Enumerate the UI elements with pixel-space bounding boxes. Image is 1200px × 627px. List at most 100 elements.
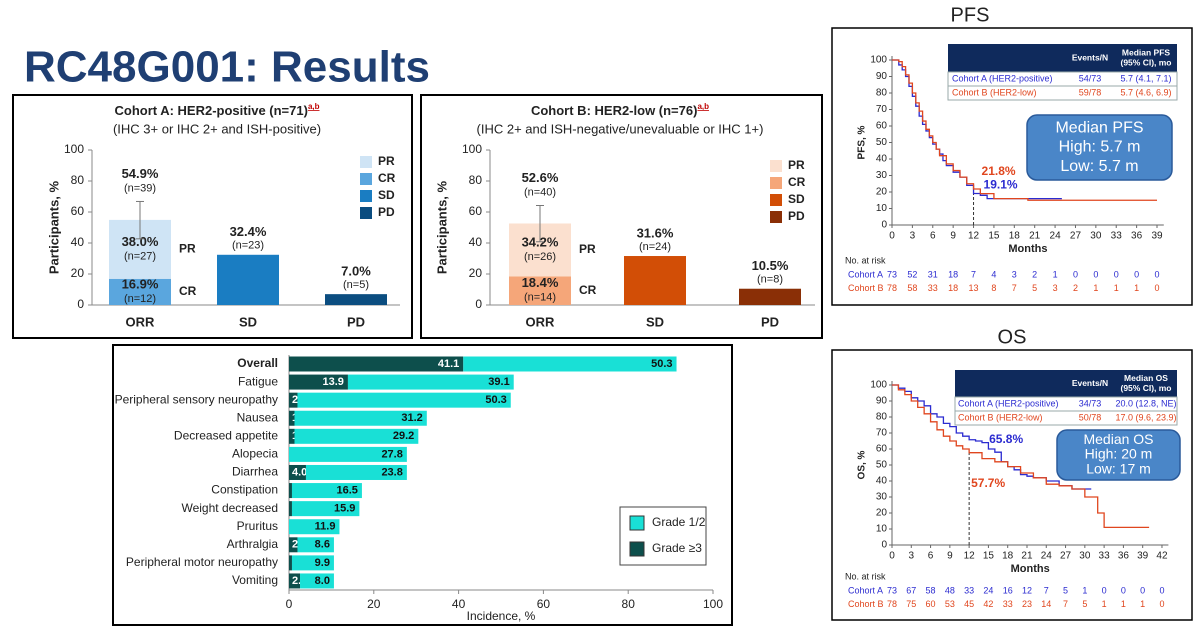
x-tick-label: 30 xyxy=(1079,551,1091,562)
table-cell: 5.7 (4.6, 6.9) xyxy=(1120,87,1171,97)
bar-segment xyxy=(289,374,348,390)
bar-segment xyxy=(305,464,407,480)
at-risk-count: 33 xyxy=(928,283,938,293)
at-risk-count: 23 xyxy=(1022,599,1032,609)
at-risk-count: 4 xyxy=(991,269,996,279)
at-risk-count: 7 xyxy=(1063,599,1068,609)
chart-title: Cohort A: HER2-positive (n=71)a,b xyxy=(114,102,319,118)
data-label: 50.3 xyxy=(651,358,672,370)
table-row xyxy=(954,410,1178,426)
at-risk-count: 0 xyxy=(1159,599,1164,609)
category-label: Constipation xyxy=(211,483,278,497)
at-risk-count: 1 xyxy=(1053,269,1058,279)
at-risk-count: 3 xyxy=(1053,283,1058,293)
x-tick-label: 18 xyxy=(1009,231,1021,242)
legend-swatch xyxy=(770,177,782,189)
annotation: 65.8% xyxy=(989,432,1023,446)
data-label: 15.9 xyxy=(334,503,355,515)
data-label: 13.9 xyxy=(323,376,344,388)
at-risk-count: 18 xyxy=(948,269,958,279)
table-cell: 59/78 xyxy=(1079,87,1102,97)
at-risk-count: 53 xyxy=(945,599,955,609)
data-label: 11.9 xyxy=(315,521,336,533)
at-risk-title: No. at risk xyxy=(845,255,886,265)
y-tick-label: 50 xyxy=(876,460,888,471)
data-label: 31.2 xyxy=(401,412,422,424)
data-label: 32.4% xyxy=(230,224,267,239)
bar-segment xyxy=(289,537,298,553)
at-risk-count: 33 xyxy=(1003,599,1013,609)
bar-segment xyxy=(291,501,360,517)
y-tick-label: 40 xyxy=(876,154,888,165)
category-label: Vomiting xyxy=(232,573,278,587)
data-label: 8.6 xyxy=(315,539,330,551)
chart-subtitle: (IHC 2+ and ISH-negative/unevaluable or … xyxy=(477,121,764,136)
title-superscript: a,b xyxy=(697,102,709,111)
category-label: Weight decreased xyxy=(181,501,278,515)
x-tick-label: 27 xyxy=(1070,231,1082,242)
y-tick-label: 40 xyxy=(876,476,888,487)
y-tick-label: 100 xyxy=(64,142,84,156)
legend-swatch xyxy=(360,173,372,185)
legend-label: PR xyxy=(788,158,805,172)
x-tick-label: 39 xyxy=(1137,551,1149,562)
y-axis-label: Participants, % xyxy=(434,180,449,274)
bar-segment xyxy=(217,254,279,305)
legend-label: PD xyxy=(378,205,395,219)
survival-curve xyxy=(892,384,1150,529)
segment-label: CR xyxy=(579,283,597,297)
annotation: 21.8% xyxy=(982,164,1016,178)
median-box xyxy=(1056,429,1181,481)
x-tick-label: 3 xyxy=(910,231,916,242)
x-axis-label: Incidence, % xyxy=(467,609,536,623)
y-tick-label: 100 xyxy=(870,55,887,66)
chart-title: Cohort B: HER2-low (n=76)a,b xyxy=(531,102,709,118)
legend-label: Grade 1/2 xyxy=(652,515,706,529)
at-risk-label: Cohort A xyxy=(848,585,883,595)
x-tick-label: 18 xyxy=(1002,551,1014,562)
x-tick-label: 20 xyxy=(367,597,381,611)
y-tick-label: 70 xyxy=(876,104,888,115)
x-tick-label: 100 xyxy=(703,597,723,611)
table-header xyxy=(948,44,1177,72)
table-cell: Cohort B (HER2-low) xyxy=(952,87,1037,97)
x-tick-label: 36 xyxy=(1118,551,1130,562)
at-risk-count: 1 xyxy=(1140,599,1145,609)
at-risk-count: 13 xyxy=(969,283,979,293)
panel-border xyxy=(112,344,733,626)
count-label: (n=24) xyxy=(639,241,671,253)
legend-label: CR xyxy=(788,175,806,189)
y-tick-label: 60 xyxy=(469,204,483,218)
bar-segment xyxy=(294,428,419,444)
at-risk-count: 0 xyxy=(1154,269,1159,279)
chart-title: PFS xyxy=(951,4,990,26)
median-box-text: Median OS xyxy=(1083,431,1153,447)
at-risk-label: Cohort B xyxy=(848,283,884,293)
at-risk-count: 0 xyxy=(1159,585,1164,595)
annotation: 19.1% xyxy=(984,178,1018,192)
count-label: (n=23) xyxy=(232,240,264,252)
bar-segment xyxy=(289,555,292,571)
count-label: (n=12) xyxy=(124,293,156,305)
at-risk-count: 58 xyxy=(926,585,936,595)
x-tick-label: 0 xyxy=(286,597,293,611)
x-tick-label: 9 xyxy=(950,231,956,242)
data-label: 18.4% xyxy=(522,275,559,290)
at-risk-count: 45 xyxy=(964,599,974,609)
bar-segment xyxy=(289,392,298,408)
y-tick-label: 10 xyxy=(876,203,888,214)
at-risk-count: 1 xyxy=(1082,585,1087,595)
y-tick-label: 60 xyxy=(876,121,888,132)
at-risk-count: 73 xyxy=(887,585,897,595)
median-box-text: High: 5.7 m xyxy=(1059,139,1141,156)
median-box xyxy=(1026,114,1173,181)
count-label: (n=5) xyxy=(343,279,369,291)
at-risk-count: 0 xyxy=(1073,269,1078,279)
legend-label: PR xyxy=(378,154,395,168)
at-risk-count: 5 xyxy=(1063,585,1068,595)
at-risk-count: 1 xyxy=(1102,599,1107,609)
x-tick-label: 12 xyxy=(968,231,980,242)
bar-segment xyxy=(289,483,292,499)
legend-label: SD xyxy=(788,192,805,206)
category-label: Fatigue xyxy=(238,374,278,388)
